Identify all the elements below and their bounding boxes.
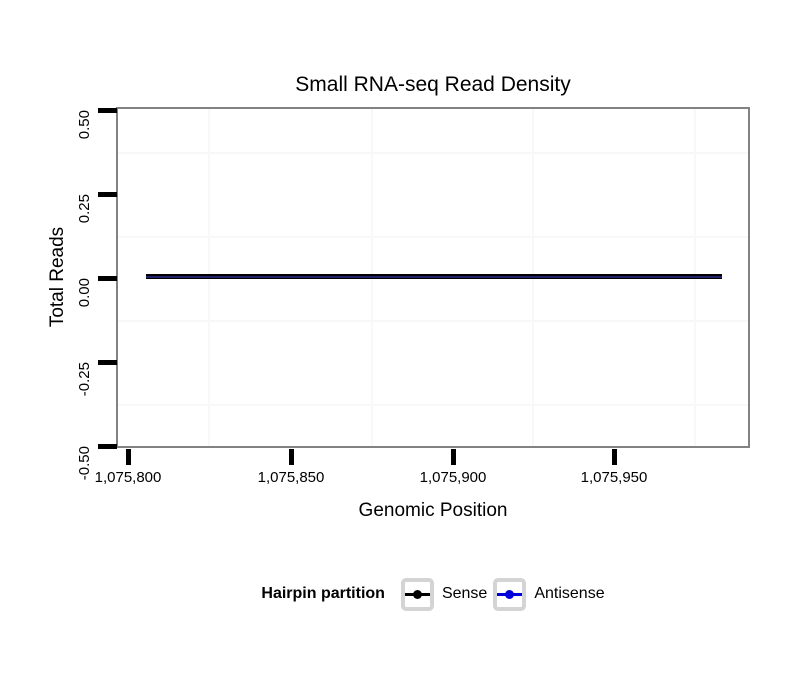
legend-label-antisense: Antisense — [534, 585, 605, 602]
y-axis-tick — [98, 444, 117, 449]
series-line-antisense-overlap — [146, 276, 722, 278]
legend: Hairpin partition Sense Antisense — [116, 577, 750, 611]
y-axis-tick — [98, 276, 117, 281]
x-axis-tick — [126, 449, 131, 465]
x-axis-title: Genomic Position — [358, 500, 508, 521]
x-axis-tick-label: 1,075,950 — [580, 469, 648, 486]
legend-entry-antisense: Antisense — [493, 577, 605, 611]
sense-point-icon — [412, 589, 422, 599]
minor-gridline-horizontal — [118, 320, 748, 322]
y-axis-tick-label: 0.25 — [76, 194, 93, 224]
y-axis-tick — [98, 360, 117, 365]
y-axis-title: Total Reads — [47, 226, 68, 328]
y-axis-tick-label: -0.25 — [76, 362, 93, 397]
x-axis-tick — [451, 449, 456, 465]
y-axis-tick — [98, 108, 117, 113]
legend-key-antisense — [493, 577, 527, 611]
chart-title: Small RNA-seq Read Density — [295, 73, 571, 96]
legend-label-sense: Sense — [441, 585, 488, 602]
y-axis-tick — [98, 192, 117, 197]
antisense-point-icon — [505, 589, 515, 599]
x-axis-tick — [289, 449, 294, 465]
x-axis-tick — [612, 449, 617, 465]
legend-entry-sense: Sense — [400, 577, 488, 611]
legend-key-sense — [400, 577, 434, 611]
minor-gridline-horizontal — [118, 236, 748, 238]
x-axis-tick-label: 1,075,800 — [94, 469, 162, 486]
y-axis-tick-label: 0.00 — [76, 278, 93, 308]
x-axis-tick-label: 1,075,850 — [257, 469, 325, 486]
legend-title: Hairpin partition — [261, 585, 385, 602]
minor-gridline-horizontal — [118, 152, 748, 154]
y-axis-tick-label: 0.50 — [76, 110, 93, 140]
minor-gridline-horizontal — [118, 404, 748, 406]
x-axis-tick-label: 1,075,900 — [419, 469, 487, 486]
